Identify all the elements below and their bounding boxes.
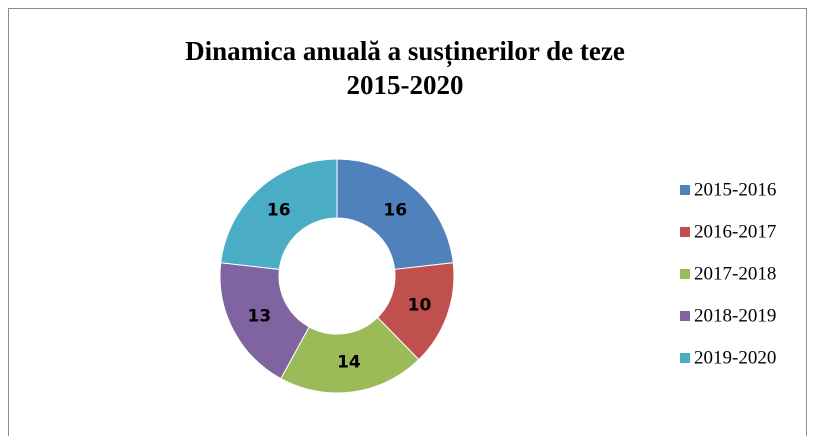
legend-label: 2017-2018: [694, 263, 776, 284]
donut-slice: [220, 158, 338, 270]
legend-swatch: [680, 269, 690, 279]
data-label: 10: [408, 295, 432, 315]
data-label: 16: [383, 201, 407, 221]
legend-label: 2019-2020: [694, 347, 776, 368]
data-label: 14: [337, 353, 361, 373]
legend-swatch: [680, 311, 690, 321]
legend-label: 2018-2019: [694, 305, 776, 326]
chart-title: Dinamica anuală a susținerilor de teze: [185, 36, 625, 67]
donut-slice: [280, 316, 420, 394]
chart-title: 2015-2020: [347, 70, 464, 100]
legend-swatch: [680, 227, 690, 237]
legend-swatch: [680, 353, 690, 363]
donut-slice: [336, 158, 454, 270]
data-label: 16: [267, 201, 291, 221]
data-label: 13: [247, 306, 271, 326]
legend-label: 2016-2017: [694, 221, 776, 242]
donut-slice: [219, 262, 310, 380]
legend-swatch: [680, 185, 690, 195]
legend-label: 2015-2016: [694, 179, 776, 200]
